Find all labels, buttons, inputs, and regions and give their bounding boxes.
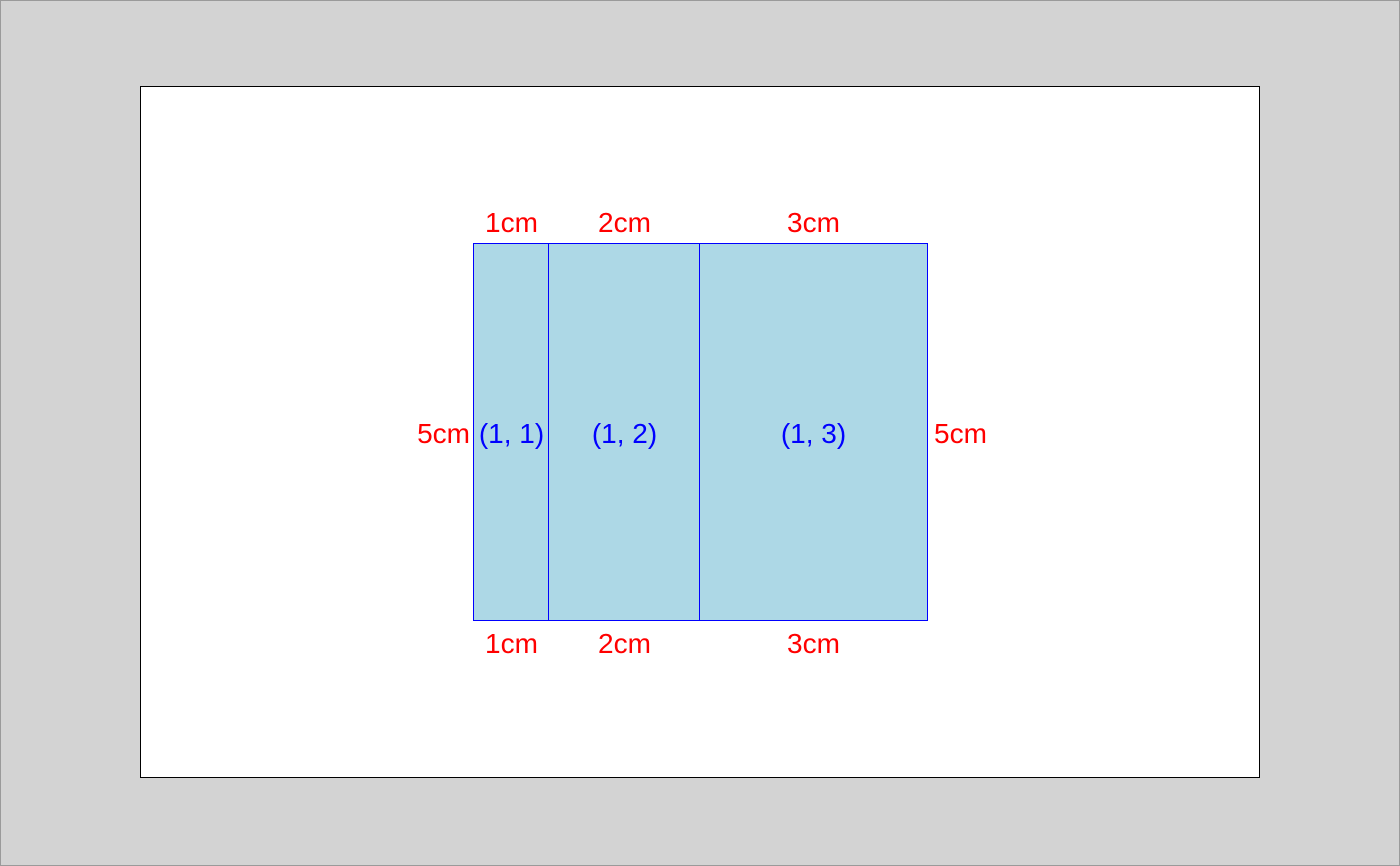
cell-label-1-1: (1, 1) [478, 418, 545, 449]
top-width-label-1: 1cm [485, 207, 538, 238]
top-width-label-3: 3cm [787, 207, 840, 238]
bottom-width-label-2: 2cm [598, 628, 651, 659]
grid-cell-1-1 [473, 243, 550, 621]
left-height-label: 5cm [417, 418, 470, 449]
right-height-label: 5cm [934, 418, 987, 449]
top-width-label-2: 2cm [598, 207, 651, 238]
bottom-width-label-3: 3cm [787, 628, 840, 659]
grid-cell-1-3 [699, 243, 928, 621]
bottom-width-label-1: 1cm [485, 628, 538, 659]
cell-label-1-3: (1, 3) [780, 418, 847, 449]
grid-cell-1-2 [548, 243, 701, 621]
cell-label-1-2: (1, 2) [591, 418, 658, 449]
